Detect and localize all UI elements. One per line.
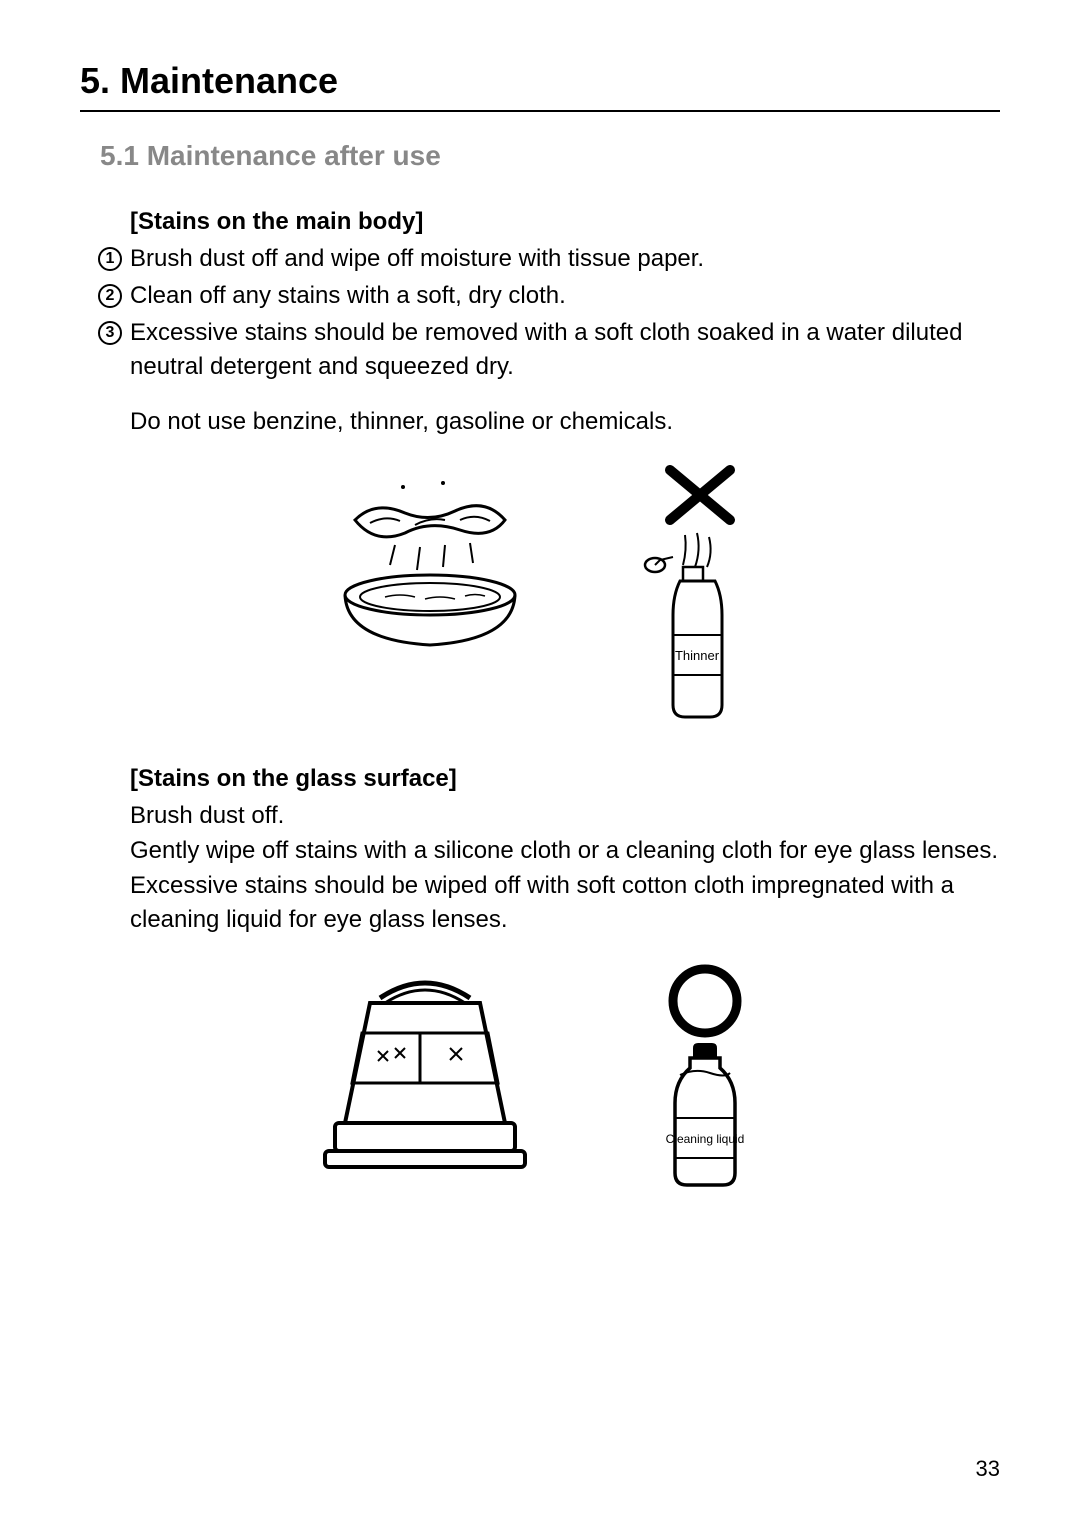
circled-number-2-icon: 2 bbox=[98, 284, 122, 308]
body-stains-heading: [Stains on the main body] bbox=[130, 208, 1000, 236]
figure-device bbox=[300, 963, 550, 1193]
thinner-bottle-icon: Thinner bbox=[625, 465, 765, 725]
item-text: Clean off any stains with a soft, dry cl… bbox=[130, 279, 1000, 314]
body-stains-note: Do not use benzine, thinner, gasoline or… bbox=[130, 405, 1000, 440]
figure-thinner-prohibited: Thinner bbox=[625, 465, 765, 725]
glass-line-2: Gently wipe off stains with a silicone c… bbox=[130, 834, 1000, 869]
glass-line-3: Excessive stains should be wiped off wit… bbox=[130, 869, 1000, 939]
glass-line-1: Brush dust off. bbox=[130, 799, 1000, 834]
subsection-title: 5.1 Maintenance after use bbox=[100, 140, 1000, 172]
list-item: 2 Clean off any stains with a soft, dry … bbox=[98, 279, 1000, 314]
list-item: 1 Brush dust off and wipe off moisture w… bbox=[98, 242, 1000, 277]
item-text: Excessive stains should be removed with … bbox=[130, 316, 1000, 386]
glass-stains-heading: [Stains on the glass surface] bbox=[130, 765, 1000, 793]
page-content: 5. Maintenance 5.1 Maintenance after use… bbox=[0, 0, 1080, 1273]
thinner-label: Thinner bbox=[675, 648, 720, 663]
figure-row-1: Thinner bbox=[80, 465, 1000, 725]
figure-basin-cloth bbox=[315, 465, 545, 725]
body-stains-list: 1 Brush dust off and wipe off moisture w… bbox=[98, 242, 1000, 385]
circled-number-1-icon: 1 bbox=[98, 247, 122, 271]
device-icon bbox=[300, 963, 550, 1183]
page-number: 33 bbox=[976, 1456, 1000, 1482]
basin-cloth-icon bbox=[315, 465, 545, 665]
section-title: 5. Maintenance bbox=[80, 60, 1000, 112]
glass-stains-text: Brush dust off. Gently wipe off stains w… bbox=[130, 799, 1000, 938]
figure-row-2: Cleaning liquid bbox=[80, 963, 1000, 1193]
cleaning-label: Cleaning liquid bbox=[666, 1132, 745, 1146]
cleaning-liquid-icon: Cleaning liquid bbox=[630, 963, 780, 1193]
circled-number-3-icon: 3 bbox=[98, 321, 122, 345]
figure-cleaning-liquid-allowed: Cleaning liquid bbox=[630, 963, 780, 1193]
list-item: 3 Excessive stains should be removed wit… bbox=[98, 316, 1000, 386]
item-text: Brush dust off and wipe off moisture wit… bbox=[130, 242, 1000, 277]
